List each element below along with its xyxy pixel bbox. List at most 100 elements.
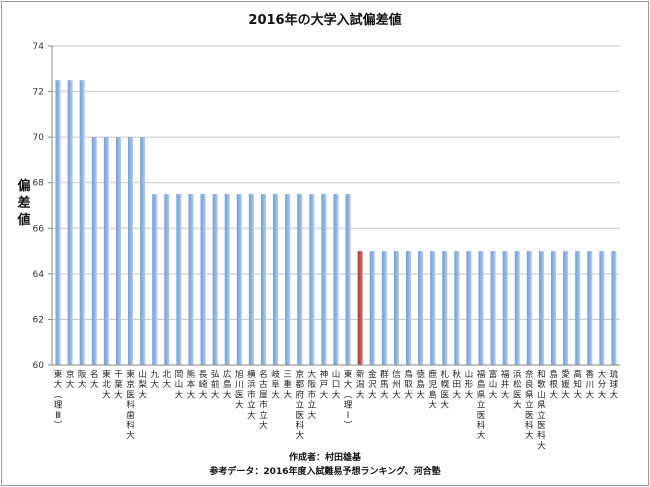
bar bbox=[285, 194, 291, 365]
bar bbox=[502, 251, 508, 365]
category-label: 群馬大 bbox=[380, 368, 389, 400]
bar bbox=[164, 194, 170, 365]
category-label: 北大 bbox=[163, 369, 172, 390]
bar bbox=[236, 194, 242, 365]
category-label: 東大︵理 Ⅲ ︶ bbox=[54, 368, 63, 431]
bar bbox=[430, 251, 436, 365]
bar bbox=[333, 194, 339, 365]
x-axis-labels: 東大︵理 Ⅲ ︶京大阪大名大東北大千葉大東京医科歯科大山梨大九大北大岡山大熊本大長崎… bbox=[54, 368, 619, 451]
bar bbox=[273, 194, 279, 365]
category-label: 信州大 bbox=[392, 368, 401, 400]
category-label: 岡山大 bbox=[175, 369, 184, 400]
category-label: 鳥取大 bbox=[404, 368, 413, 400]
y-tick-label: 68 bbox=[33, 179, 45, 189]
bar bbox=[418, 251, 424, 365]
bar bbox=[200, 194, 206, 365]
bar bbox=[67, 80, 73, 365]
bar bbox=[551, 251, 557, 365]
bar bbox=[526, 251, 532, 365]
bar bbox=[381, 251, 387, 365]
category-label: 山梨大 bbox=[138, 369, 147, 400]
y-tick-label: 70 bbox=[33, 133, 45, 143]
y-tick-label: 64 bbox=[33, 270, 45, 280]
category-label: 東大︵理 Ⅰ ︶ bbox=[344, 368, 353, 431]
bar bbox=[454, 251, 460, 365]
bar bbox=[611, 251, 617, 365]
bar bbox=[115, 137, 121, 365]
category-label: 高知大 bbox=[573, 368, 582, 400]
bar bbox=[188, 194, 194, 365]
category-label: 新潟大 bbox=[356, 368, 365, 400]
bar bbox=[442, 251, 448, 365]
category-label: 岐阜大 bbox=[271, 368, 280, 400]
category-label: 山口大 bbox=[332, 369, 341, 400]
category-label: 九大 bbox=[150, 369, 159, 390]
category-label: 浜松医大 bbox=[513, 369, 522, 411]
y-tick-label: 60 bbox=[33, 361, 45, 371]
category-label: 千葉大 bbox=[114, 369, 123, 400]
bar bbox=[91, 137, 97, 365]
bar bbox=[248, 194, 254, 365]
category-label: 大分大 bbox=[598, 368, 607, 400]
category-label: 札幌医大 bbox=[440, 368, 449, 411]
bar bbox=[575, 251, 581, 365]
category-label: 東北大 bbox=[102, 368, 111, 400]
category-label: 横浜市立大 bbox=[247, 368, 256, 421]
category-label: 和歌山県立医科大 bbox=[537, 369, 546, 451]
bar bbox=[345, 194, 351, 365]
source-credit: 参考データ：2016年度入試難易予想ランキング、河合塾 bbox=[209, 465, 440, 477]
bar bbox=[490, 251, 496, 365]
bar bbox=[321, 194, 327, 365]
category-label: 鹿児島大 bbox=[428, 368, 437, 411]
y-tick-label: 74 bbox=[33, 42, 45, 52]
category-label: 奈良県立医科大 bbox=[525, 368, 534, 441]
bar bbox=[79, 80, 85, 365]
category-label: 旭川医大 bbox=[235, 368, 244, 411]
bar bbox=[393, 251, 399, 365]
bar bbox=[369, 251, 375, 365]
bar bbox=[140, 137, 146, 365]
bar bbox=[55, 80, 61, 365]
category-label: 福島県立医科大 bbox=[477, 369, 486, 441]
bar bbox=[176, 194, 182, 365]
category-label: 三重大 bbox=[283, 370, 292, 400]
author-credit: 作成者：村田雄基 bbox=[289, 451, 362, 463]
category-label: 熊本大 bbox=[187, 368, 196, 400]
category-label: 秋田大 bbox=[453, 368, 462, 400]
category-label: 京大 bbox=[66, 368, 75, 390]
category-label: 名古屋市立大 bbox=[259, 368, 268, 431]
category-label: 阪大 bbox=[78, 369, 87, 390]
bar bbox=[152, 194, 158, 365]
bar bbox=[406, 251, 412, 365]
category-label: 神戸大 bbox=[320, 368, 329, 400]
category-label: 島根大 bbox=[549, 368, 558, 400]
bar bbox=[128, 137, 134, 365]
bar bbox=[599, 251, 605, 365]
category-label: 大阪市立大 bbox=[308, 368, 317, 421]
category-label: 広島大 bbox=[223, 368, 232, 400]
bar bbox=[478, 251, 484, 365]
bar bbox=[357, 251, 363, 365]
bar bbox=[587, 251, 593, 365]
category-label: 京都府立医科大 bbox=[295, 368, 304, 441]
category-label: 金沢大 bbox=[368, 368, 377, 400]
bar bbox=[212, 194, 218, 365]
bar bbox=[260, 194, 266, 365]
bar bbox=[103, 137, 109, 365]
bar bbox=[466, 251, 472, 365]
bars bbox=[55, 80, 617, 365]
category-label: 山形大 bbox=[465, 369, 474, 400]
y-axis-label: 偏差値 bbox=[16, 178, 30, 228]
category-label: 富山大 bbox=[489, 368, 498, 400]
bar bbox=[297, 194, 303, 365]
y-axis-ticks: 60 62 64 66 68 70 72 74 bbox=[33, 42, 52, 371]
category-label: 福井大 bbox=[501, 369, 510, 400]
category-label: 東京医科歯科大 bbox=[126, 368, 135, 441]
y-tick-label: 66 bbox=[33, 224, 45, 234]
category-label: 徳島大 bbox=[416, 368, 425, 400]
bar bbox=[309, 194, 315, 365]
bar bbox=[224, 194, 230, 365]
category-label: 琉球大 bbox=[610, 368, 619, 400]
bar bbox=[514, 251, 520, 365]
